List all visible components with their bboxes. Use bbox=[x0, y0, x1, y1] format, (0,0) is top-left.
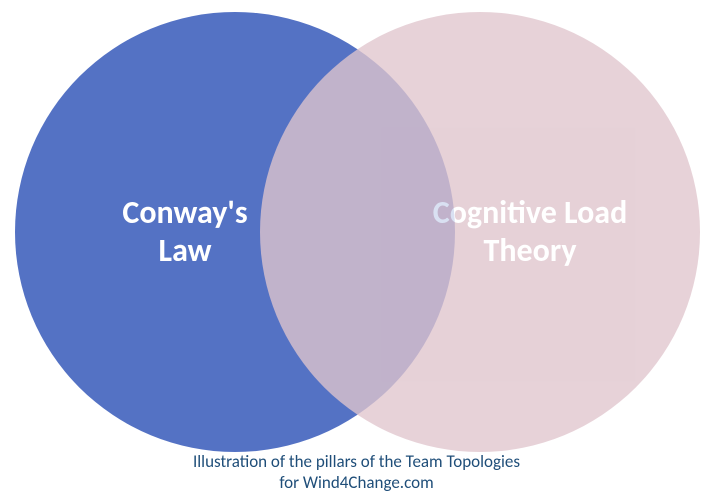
venn-label-left: Conway's Law bbox=[122, 194, 247, 271]
venn-circle-right: Cognitive Load Theory bbox=[260, 12, 700, 452]
caption-text: Illustration of the pillars of the Team … bbox=[0, 452, 713, 493]
venn-diagram: Conway's Law Cognitive Load Theory bbox=[0, 0, 713, 460]
venn-label-right: Cognitive Load Theory bbox=[433, 194, 627, 271]
